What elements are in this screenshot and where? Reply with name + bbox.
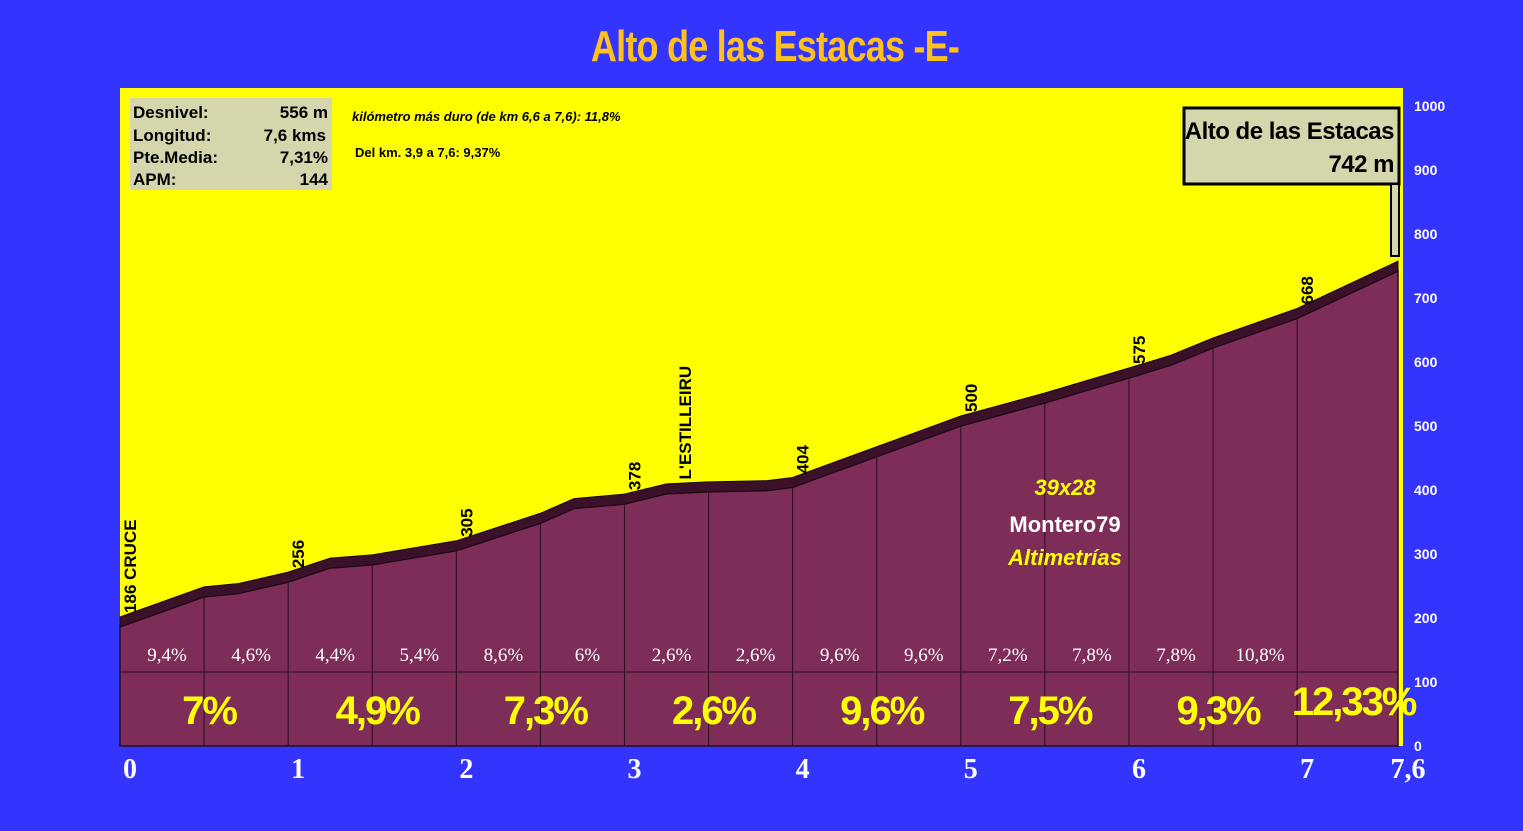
half-km-gradient-label: 5,4%: [399, 645, 439, 666]
gradient-labels: 9,4% 4,6% 4,4% 5,4% 8,6% 6% 2,6% 2,6% 9,6% 9,6% 7,…: [147, 645, 1419, 733]
y-tick-label: 500: [1414, 418, 1438, 434]
elevation-label: 378: [625, 462, 644, 490]
half-km-gradient-label: 7,2%: [988, 645, 1028, 666]
km-gradient-label: 7,3%: [504, 689, 589, 733]
elevation-label: 668: [1298, 276, 1317, 304]
x-tick-label: 1: [291, 754, 305, 785]
km-gradient-label: 4,9%: [336, 689, 421, 733]
y-tick-label: 1000: [1414, 98, 1445, 114]
summit-name: Alto de las Estacas: [1185, 118, 1394, 145]
stat-value-pte-media: 7,31%: [280, 148, 328, 167]
stat-label-desnivel: Desnivel:: [133, 103, 209, 122]
km-gradient-label: 9,3%: [1176, 689, 1261, 733]
y-tick-label: 200: [1414, 610, 1438, 626]
x-tick-label: 4: [796, 754, 810, 785]
elevation-label: 575: [1130, 336, 1149, 364]
half-km-gradient-label: 2,6%: [652, 645, 692, 666]
half-km-gradient-label: 10,8%: [1236, 645, 1285, 666]
half-km-gradient-label: 6%: [575, 645, 601, 666]
x-tick-label: 0: [123, 754, 137, 785]
stat-label-longitud: Longitud:: [133, 126, 211, 145]
x-tick-label: 6: [1132, 754, 1146, 785]
half-km-gradient-label: 9,4%: [147, 645, 187, 666]
stat-label-apm: APM:: [133, 170, 176, 189]
profile-road-edge: [119, 260, 1399, 628]
x-tick-label: 3: [627, 754, 641, 785]
summit-box: Alto de las Estacas 742 m: [1182, 106, 1401, 257]
elevation-label: 404: [794, 445, 813, 474]
y-axis: 0 100 200 300 400 500 600 700 800 900 1000: [1414, 98, 1445, 754]
elevation-label: L'ESTILLEIRU: [676, 366, 695, 480]
half-km-gradient-label: 9,6%: [820, 645, 860, 666]
summit-pole: [1390, 183, 1400, 257]
half-km-gradient-label: 4,6%: [231, 645, 271, 666]
y-tick-label: 600: [1414, 354, 1438, 370]
half-km-gradient-label: 9,6%: [904, 645, 944, 666]
stat-value-apm: 144: [300, 170, 329, 189]
half-km-gradient-label: 7,8%: [1072, 645, 1112, 666]
stat-label-pte-media: Pte.Media:: [133, 148, 218, 167]
km-gradient-label: 2,6%: [672, 689, 757, 733]
gear-ratio: 39x28: [1034, 475, 1096, 500]
elevation-label: 305: [457, 508, 476, 536]
half-km-gradient-label: 8,6%: [484, 645, 524, 666]
elevation-label: 256: [289, 540, 308, 568]
elevation-label: 186 CRUCE: [121, 519, 140, 613]
summit-altitude: 742 m: [1328, 151, 1394, 178]
y-tick-label: 100: [1414, 674, 1438, 690]
stat-value-longitud: 7,6 kms: [264, 126, 326, 145]
note-section-gradient: Del km. 3,9 a 7,6: 9,37%: [355, 145, 501, 160]
elevation-label: 500: [962, 384, 981, 412]
stats-box: Desnivel: 556 m Longitud: 7,6 kms Pte.Me…: [130, 98, 332, 190]
km-gradient-label: 7,5%: [1008, 689, 1093, 733]
half-km-gradient-label: 4,4%: [315, 645, 355, 666]
segment-dividers: [120, 318, 1398, 746]
y-tick-label: 700: [1414, 290, 1438, 306]
x-tick-label: 7: [1300, 754, 1314, 785]
note-hardest-km: kilómetro más duro (de km 6,6 a 7,6): 11…: [352, 109, 621, 124]
y-tick-label: 0: [1414, 738, 1422, 754]
km-gradient-label: 9,6%: [840, 689, 925, 733]
y-tick-label: 900: [1414, 162, 1438, 178]
x-tick-label: 5: [964, 754, 978, 785]
half-km-gradient-label: 7,8%: [1156, 645, 1196, 666]
elevation-labels: 186 CRUCE 256 305 378 L'ESTILLEIRU 404 500 575 6…: [121, 276, 1317, 613]
y-tick-label: 400: [1414, 482, 1438, 498]
km-gradient-label: 12,33%: [1292, 680, 1417, 724]
km-gradient-label: 7%: [182, 689, 237, 733]
site-name: Altimetrías: [1007, 545, 1122, 570]
y-tick-label: 300: [1414, 546, 1438, 562]
x-axis: 0 1 2 3 4 5 6 7 7,6: [123, 754, 1426, 785]
y-tick-label: 800: [1414, 226, 1438, 242]
chart-title: Alto de las Estacas -E-: [590, 22, 960, 71]
author-name: Montero79: [1009, 512, 1120, 537]
x-tick-label: 2: [459, 754, 473, 785]
x-tick-label: 7,6: [1391, 754, 1426, 785]
half-km-gradient-label: 2,6%: [736, 645, 776, 666]
stat-value-desnivel: 556 m: [280, 103, 328, 122]
